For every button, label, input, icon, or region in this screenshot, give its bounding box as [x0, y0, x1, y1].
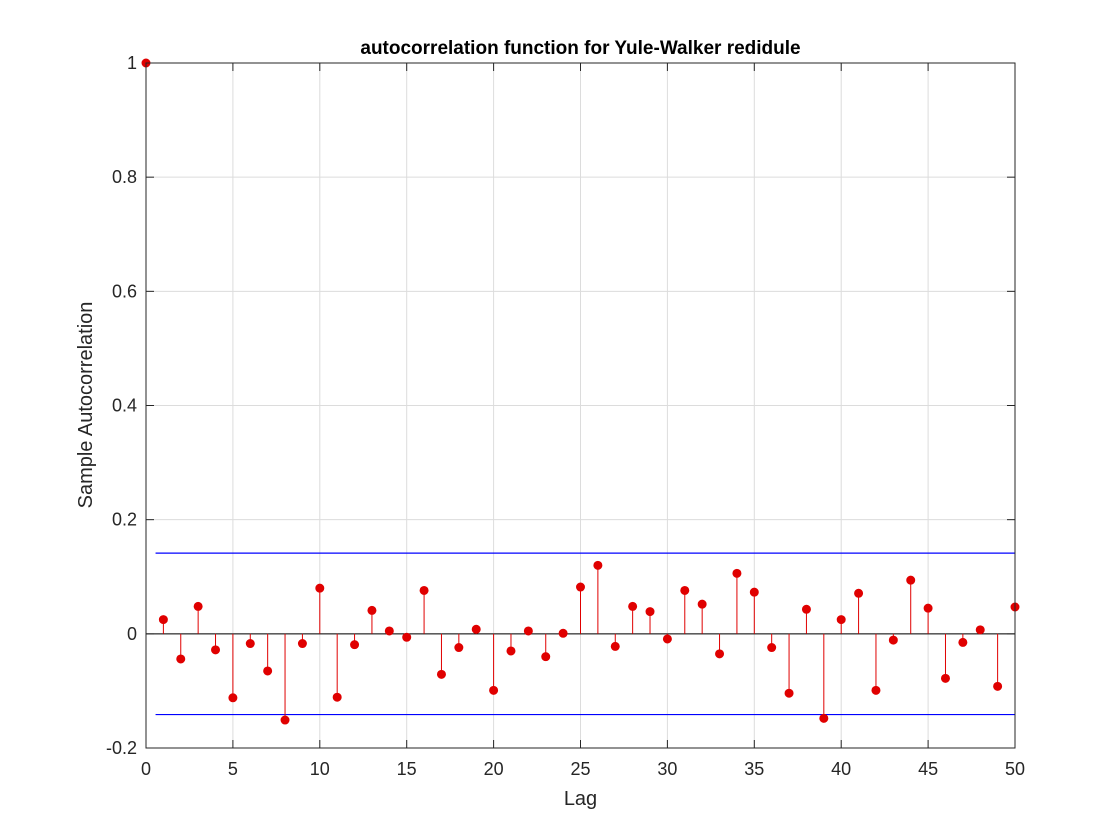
stem-marker	[836, 615, 846, 625]
stem-marker	[280, 715, 290, 725]
stem-marker	[680, 585, 690, 595]
stem-marker	[871, 685, 881, 695]
stem-marker	[958, 637, 968, 647]
stem-marker	[854, 588, 864, 598]
stem-marker	[662, 634, 672, 644]
x-tick-label: 10	[310, 759, 330, 779]
stem-marker	[923, 603, 933, 613]
stem-marker	[697, 599, 707, 609]
stem-marker	[888, 635, 898, 645]
stem-marker	[158, 615, 168, 625]
stem-marker	[315, 583, 325, 593]
stem-marker	[193, 601, 203, 611]
stem-marker	[471, 624, 481, 634]
y-axis-label: Sample Autocorrelation	[75, 302, 97, 509]
stem-marker	[419, 585, 429, 595]
x-tick-label: 50	[1005, 759, 1025, 779]
stem-marker	[732, 568, 742, 578]
stem-marker	[558, 628, 568, 638]
stem-marker	[576, 582, 585, 592]
stem-marker	[367, 605, 377, 615]
x-tick-label: 25	[570, 759, 590, 779]
stem-marker	[506, 646, 516, 656]
stem-marker	[610, 641, 620, 651]
stem-marker	[715, 649, 725, 659]
stem-marker	[767, 643, 777, 653]
stem-marker	[940, 673, 950, 683]
stem-marker	[523, 626, 533, 636]
stem-marker	[245, 639, 255, 649]
y-tick-label: 0.4	[112, 396, 137, 416]
stem-marker	[801, 604, 811, 614]
y-tick-label: 0.6	[112, 281, 137, 301]
x-axis-label: Lag	[564, 788, 597, 810]
stem-marker	[384, 626, 394, 636]
stem-marker	[211, 645, 221, 655]
x-tick-label: 0	[141, 759, 151, 779]
stem-marker	[819, 713, 829, 723]
y-tick-label: 0	[127, 624, 137, 644]
axis-ticks: 0 5 10 15 20 25 30 35 40 45 50-0.200.20.40.60.81	[106, 53, 1025, 779]
y-tick-label: 0.8	[112, 167, 137, 187]
stem-series	[141, 58, 1020, 725]
chart-title: autocorrelation function for Yule-Walker…	[360, 38, 800, 59]
x-tick-label: 35	[744, 759, 764, 779]
x-tick-label: 5	[228, 759, 238, 779]
x-tick-label: 20	[484, 759, 504, 779]
stem-marker	[332, 692, 342, 702]
stem-marker	[906, 575, 916, 585]
stem-marker	[541, 652, 551, 662]
y-tick-label: -0.2	[106, 738, 137, 758]
stem-marker	[263, 666, 273, 676]
confidence-bounds	[155, 552, 1015, 716]
stem-marker	[350, 640, 360, 650]
stem-marker	[176, 654, 186, 664]
y-tick-label: 0.2	[112, 510, 137, 530]
stem-marker	[975, 625, 985, 635]
stem-marker	[645, 607, 655, 617]
x-tick-label: 45	[918, 759, 938, 779]
stem-marker	[784, 688, 794, 698]
x-tick-label: 15	[397, 759, 417, 779]
y-tick-label: 1	[127, 53, 137, 73]
stem-marker	[749, 587, 759, 597]
stem-marker	[297, 639, 307, 649]
stem-marker	[993, 681, 1003, 691]
stem-marker	[228, 693, 238, 703]
x-tick-label: 40	[831, 759, 851, 779]
x-tick-label: 30	[657, 759, 677, 779]
stem-marker	[628, 601, 638, 611]
stem-marker	[454, 643, 464, 653]
stem-marker	[489, 685, 499, 695]
stem-marker	[436, 669, 446, 679]
stem-marker	[593, 560, 603, 570]
stem-marker	[402, 632, 412, 642]
